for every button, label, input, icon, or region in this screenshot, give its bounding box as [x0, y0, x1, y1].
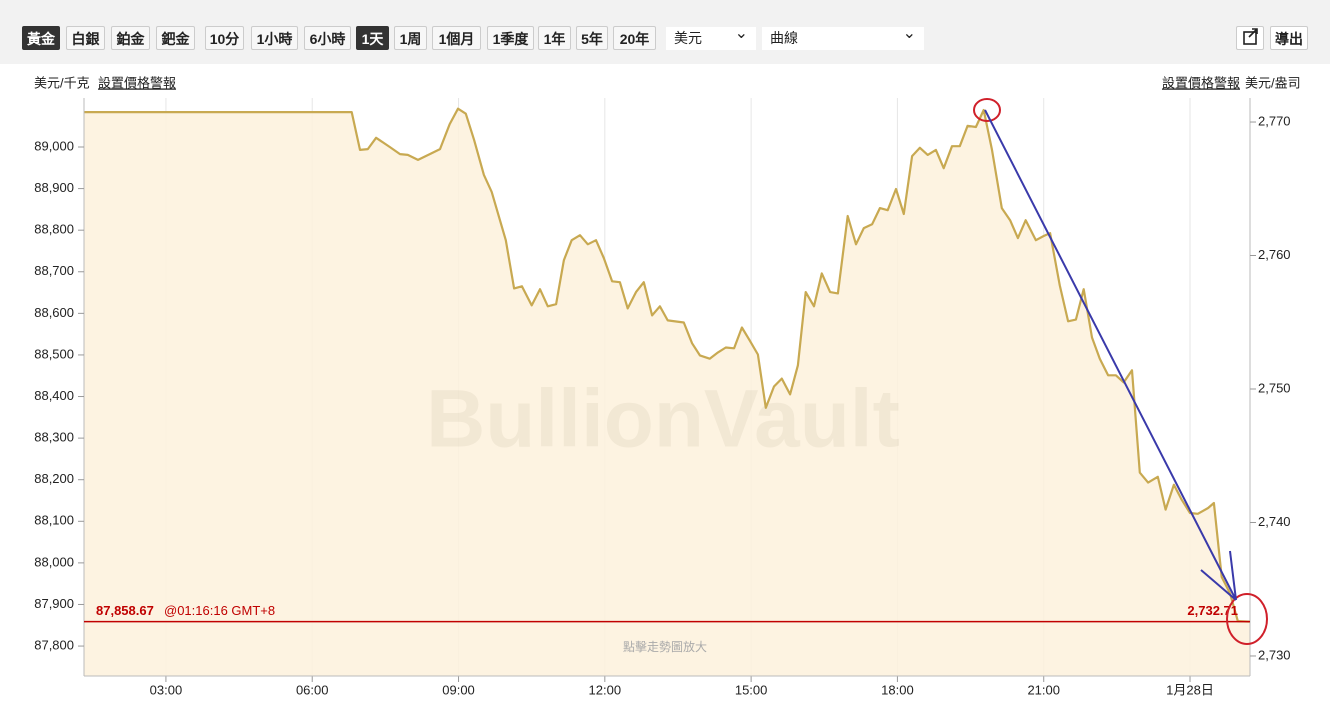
watermark: BullionVault — [426, 374, 900, 465]
toolbar-button[interactable]: 鉑金 — [111, 26, 150, 50]
y-tick-label: 87,900 — [34, 596, 74, 611]
last-price-time: @01:16:16 GMT+8 — [164, 603, 275, 618]
annotation-arrow — [984, 109, 1237, 601]
y2-tick-label: 2,750 — [1258, 380, 1291, 395]
toolbar-button[interactable]: 1個月 — [432, 26, 481, 50]
y-tick-label: 89,000 — [34, 138, 74, 153]
last-price-left: 87,858.67 — [96, 603, 154, 618]
x-tick-label: 09:00 — [442, 682, 475, 697]
y-tick-label: 88,500 — [34, 346, 74, 361]
y2-tick-label: 2,760 — [1258, 247, 1291, 262]
y2-tick-label: 2,730 — [1258, 647, 1291, 662]
x-tick-label: 06:00 — [296, 682, 329, 697]
y-tick-label: 88,300 — [34, 430, 74, 445]
toolbar-button[interactable]: 1小時 — [251, 26, 298, 50]
toolbar-button[interactable]: 1周 — [394, 26, 427, 50]
annotation-circle — [973, 98, 1001, 122]
toolbar-button[interactable]: 鈀金 — [156, 26, 195, 50]
export-button[interactable]: 導出 — [1270, 26, 1308, 50]
x-tick-label: 21:00 — [1027, 682, 1060, 697]
toolbar-button[interactable]: 1年 — [538, 26, 571, 50]
left-alert-link[interactable]: 設置價格警報 — [98, 75, 176, 90]
toolbar-button[interactable]: 黃金 — [22, 26, 60, 50]
toolbar-button[interactable]: 1天 — [356, 26, 389, 50]
y-tick-label: 88,200 — [34, 471, 74, 486]
icon-arrow — [1248, 28, 1258, 38]
zoom-hint: 點擊走勢圖放大 — [623, 639, 707, 654]
y-tick-label: 88,800 — [34, 222, 74, 237]
y-tick-label: 88,400 — [34, 388, 74, 403]
y2-tick-label: 2,770 — [1258, 113, 1291, 128]
external-link-button[interactable] — [1236, 26, 1264, 50]
external-icon — [1243, 28, 1258, 45]
toolbar-button[interactable]: 5年 — [576, 26, 608, 50]
toolbar-button[interactable]: 1季度 — [487, 26, 534, 50]
style-select[interactable]: 曲線 — [762, 22, 924, 50]
price-line — [84, 107, 1251, 623]
area-fill — [84, 108, 1250, 676]
toolbar-button[interactable]: 20年 — [613, 26, 656, 50]
icon-box — [1243, 31, 1257, 45]
toolbar-button[interactable]: 6小時 — [304, 26, 351, 50]
x-tick-label: 15:00 — [735, 682, 768, 697]
toolbar-button[interactable]: 白銀 — [66, 26, 105, 50]
y-tick-label: 88,900 — [34, 180, 74, 195]
currency-select[interactable]: 美元 — [666, 22, 756, 50]
x-tick-label: 18:00 — [881, 682, 914, 697]
x-tick-label: 12:00 — [589, 682, 622, 697]
y-tick-label: 88,000 — [34, 554, 74, 569]
last-price-right: 2,732.71 — [1187, 603, 1238, 618]
y-tick-label: 88,600 — [34, 305, 74, 320]
annotation-circle — [1226, 593, 1268, 645]
y-tick-label: 88,100 — [34, 513, 74, 528]
x-tick-label: 03:00 — [150, 682, 183, 697]
right-unit: 美元/盎司 — [1245, 75, 1301, 90]
left-unit: 美元/千克 — [34, 75, 90, 90]
right-alert-link[interactable]: 設置價格警報 — [1162, 75, 1240, 90]
toolbar-button[interactable]: 10分 — [205, 26, 244, 50]
y-tick-label: 88,700 — [34, 263, 74, 278]
y2-tick-label: 2,740 — [1258, 514, 1291, 529]
x-tick-label: 1月28日 — [1166, 682, 1214, 697]
y-tick-label: 87,800 — [34, 637, 74, 652]
